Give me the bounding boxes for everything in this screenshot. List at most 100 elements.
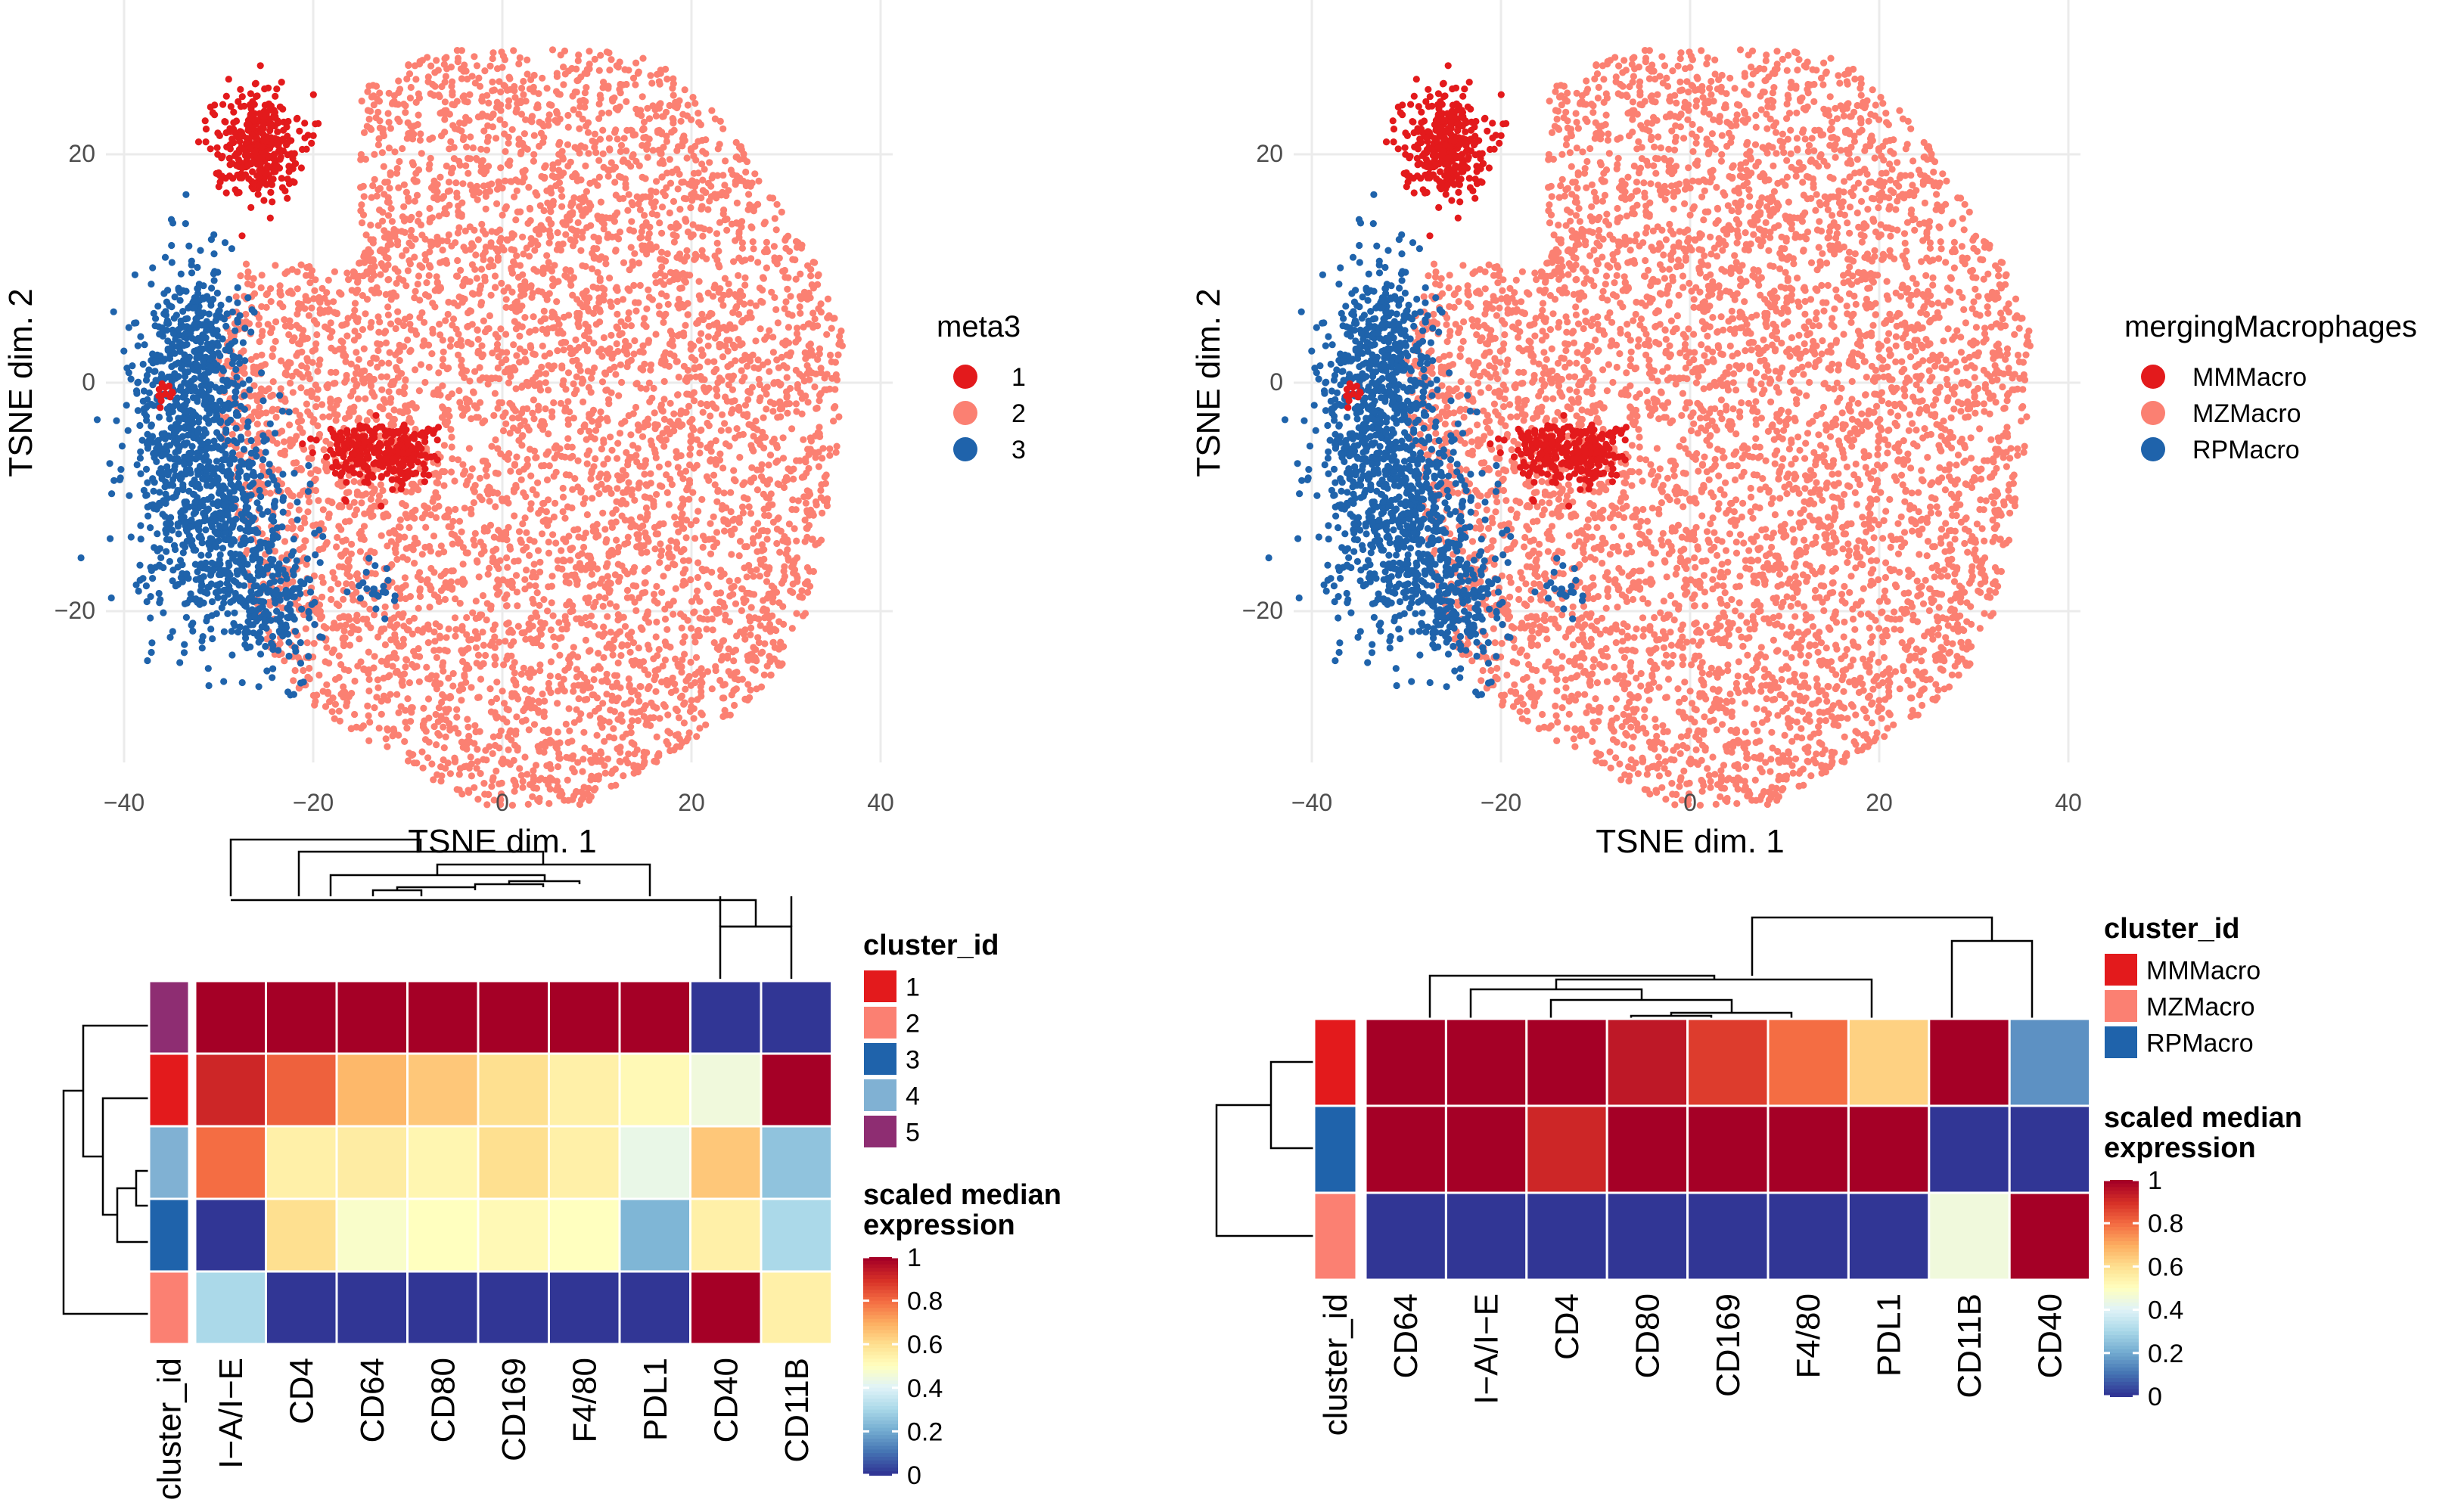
tsne-point: [644, 565, 652, 573]
tsne-point: [370, 101, 378, 109]
tsne-point: [684, 616, 691, 624]
tsne-point: [483, 616, 490, 624]
tsne-point: [545, 549, 553, 557]
tsne-point: [617, 89, 624, 97]
tsne-point: [614, 455, 621, 462]
tsne-point: [381, 329, 388, 337]
tsne-point: [655, 146, 663, 154]
tsne-point: [782, 244, 790, 252]
tsne-point: [492, 503, 499, 511]
tsne-point: [337, 290, 345, 298]
tsne-point: [545, 517, 553, 525]
tsne-point: [362, 490, 370, 498]
tsne-point: [713, 385, 720, 393]
tsne-point: [806, 567, 813, 575]
tsne-point: [454, 229, 462, 237]
tsne-point: [763, 595, 771, 602]
tsne-point: [453, 706, 461, 713]
tsne-point: [486, 564, 493, 572]
tsne-point: [471, 784, 478, 791]
tsne-point: [793, 537, 800, 545]
tsne-point: [440, 61, 448, 68]
tsne-point: [458, 738, 466, 746]
tsne-point: [769, 334, 777, 341]
tsne-point: [525, 726, 533, 734]
tsne-point: [666, 156, 673, 163]
tsne-point: [415, 387, 424, 395]
tsne-point: [286, 421, 294, 429]
tsne-point: [672, 705, 680, 713]
tsne-point: [453, 194, 461, 201]
tsne-point: [567, 557, 574, 564]
tsne-point: [596, 318, 604, 326]
tsne-point: [715, 261, 722, 269]
tsne-point: [779, 603, 787, 610]
tsne-point: [692, 593, 701, 601]
tsne-point: [606, 214, 614, 222]
tsne-point: [721, 706, 729, 714]
tsne-point: [783, 374, 791, 381]
tsne-point: [437, 391, 444, 399]
tsne-point: [343, 269, 351, 277]
tsne-point: [574, 759, 582, 766]
tsne-point: [529, 793, 536, 800]
tsne-point: [771, 215, 778, 222]
tsne-point: [305, 312, 312, 319]
tsne-point: [560, 338, 567, 346]
tsne-point: [725, 668, 732, 675]
tsne-point: [798, 241, 806, 249]
tsne-point: [458, 362, 465, 370]
tsne-point: [446, 725, 454, 732]
tsne-point: [745, 503, 753, 511]
tsne-point: [478, 220, 486, 228]
tsne-point: [708, 685, 716, 693]
tsne-point: [680, 194, 688, 202]
tsne-point: [788, 564, 796, 571]
tsne-point: [498, 495, 506, 503]
tsne-point: [586, 712, 594, 719]
tsne-point: [541, 173, 548, 182]
tsne-point: [517, 150, 525, 157]
tsne-point: [374, 313, 382, 321]
tsne-point: [502, 331, 510, 338]
tsne-point: [672, 585, 679, 592]
tsne-point: [650, 384, 657, 392]
tsne-point: [519, 778, 527, 785]
tsne-point: [363, 268, 371, 275]
tsne-point: [763, 536, 771, 543]
tsne-point: [478, 342, 486, 349]
tsne-point: [781, 563, 788, 570]
tsne-point: [580, 398, 587, 406]
tsne-point: [513, 187, 520, 194]
tsne-point: [705, 536, 713, 543]
tsne-point: [684, 366, 692, 374]
tsne-point: [461, 505, 468, 512]
tsne-point: [643, 548, 651, 556]
tsne-point: [489, 349, 496, 357]
tsne-point: [776, 548, 784, 556]
tsne-point: [710, 513, 717, 520]
tsne-point: [353, 570, 361, 578]
tsne-point: [488, 442, 496, 450]
tsne-point: [619, 734, 626, 741]
tsne-point: [639, 54, 647, 62]
tsne-point: [355, 414, 362, 422]
tsne-point: [630, 740, 638, 748]
tsne-point: [660, 377, 668, 385]
tsne-point: [328, 595, 335, 604]
tsne-point: [356, 548, 364, 555]
tsne-point: [552, 642, 559, 650]
tsne-point: [585, 594, 592, 601]
tsne-point: [375, 289, 383, 297]
tsne-point: [763, 405, 770, 413]
tsne-point: [269, 352, 276, 360]
tsne-point: [548, 219, 555, 228]
tsne-point: [394, 317, 402, 324]
tsne-point: [594, 284, 601, 292]
tsne-point: [517, 476, 525, 483]
tsne-point: [679, 110, 687, 118]
tsne-point: [712, 663, 719, 670]
tsne-point: [608, 233, 616, 241]
tsne-point: [641, 212, 648, 219]
tsne-point: [613, 672, 621, 679]
